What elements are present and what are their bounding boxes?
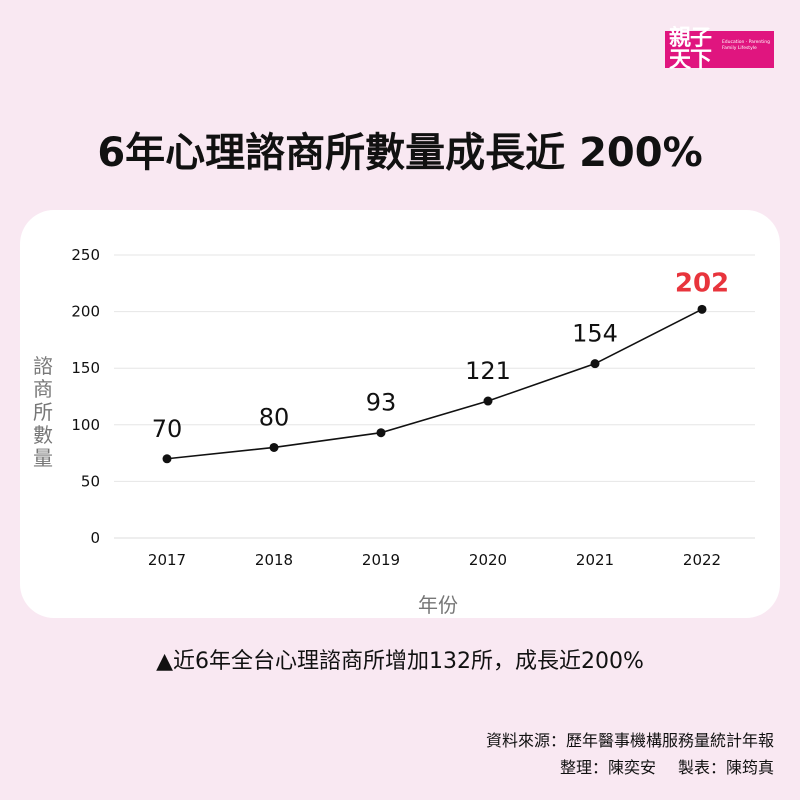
x-tick-label: 2017 xyxy=(148,551,186,569)
chart-caption: ▲近6年全台心理諮商所增加132所，成長近200% xyxy=(156,649,644,674)
data-point xyxy=(269,442,279,452)
x-tick-label: 2020 xyxy=(469,551,507,569)
data-label: 154 xyxy=(572,320,618,348)
y-tick-label: 0 xyxy=(90,529,100,547)
data-label: 93 xyxy=(366,389,397,417)
y-axis-label-char: 數 xyxy=(33,423,53,447)
x-tick-label: 2022 xyxy=(683,551,721,569)
data-point xyxy=(376,428,386,438)
brand-logo: 親子天下 Education · Parenting Family Lifest… xyxy=(665,27,774,71)
x-tick-label: 2021 xyxy=(576,551,614,569)
x-axis-ticks: 2017 2018 2019 2020 2021 2022 xyxy=(148,551,721,569)
series-line xyxy=(166,308,703,460)
y-tick-label: 250 xyxy=(71,246,100,264)
data-label: 70 xyxy=(152,415,183,443)
source-credits: 資料來源：歷年醫事機構服務量統計年報 整理：陳奕安 製表：陳筠真 xyxy=(486,727,774,781)
data-labels: 70 80 93 121 154 202 xyxy=(152,268,729,442)
highlight-data-label: 202 xyxy=(675,268,729,298)
logo-text: 親子天下 xyxy=(669,25,712,73)
x-tick-label: 2018 xyxy=(255,551,293,569)
x-tick-label: 2019 xyxy=(362,551,400,569)
data-point xyxy=(590,359,600,369)
y-tick-label: 200 xyxy=(71,303,100,321)
data-label: 80 xyxy=(259,403,290,431)
y-tick-label: 50 xyxy=(81,472,100,490)
data-point xyxy=(697,304,707,314)
data-point xyxy=(162,454,172,464)
y-axis-label: 諮 商 所 數 量 xyxy=(30,355,56,470)
y-axis-label-char: 所 xyxy=(33,400,53,424)
y-axis-label-char: 商 xyxy=(33,377,53,401)
x-axis-label: 年份 xyxy=(418,593,458,617)
logo-tagline-line2: Family Lifestyle xyxy=(721,45,757,51)
data-points xyxy=(162,304,707,464)
data-point xyxy=(483,396,493,406)
y-tick-label: 100 xyxy=(71,416,100,434)
y-axis-label-char: 諮 xyxy=(33,354,53,378)
logo-tagline: Education · Parenting Family Lifestyle xyxy=(722,40,770,51)
chart-card xyxy=(20,210,780,618)
y-axis-label-char: 量 xyxy=(33,446,53,470)
data-label: 121 xyxy=(465,357,511,385)
page-title: 6年心理諮商所數量成長近 200% xyxy=(97,130,703,176)
compiled-by: 整理：陳奕安 xyxy=(559,758,656,777)
credits-line: 整理：陳奕安 製表：陳筠真 xyxy=(486,754,774,781)
chart-gridlines xyxy=(114,254,755,539)
y-tick-label: 150 xyxy=(71,359,100,377)
y-axis-ticks: 0 50 100 150 200 250 xyxy=(71,246,100,547)
chart-by: 製表：陳筠真 xyxy=(677,758,774,777)
logo-tagline-line1: Education · Parenting xyxy=(721,39,770,45)
data-source: 資料來源：歷年醫事機構服務量統計年報 xyxy=(485,731,774,750)
